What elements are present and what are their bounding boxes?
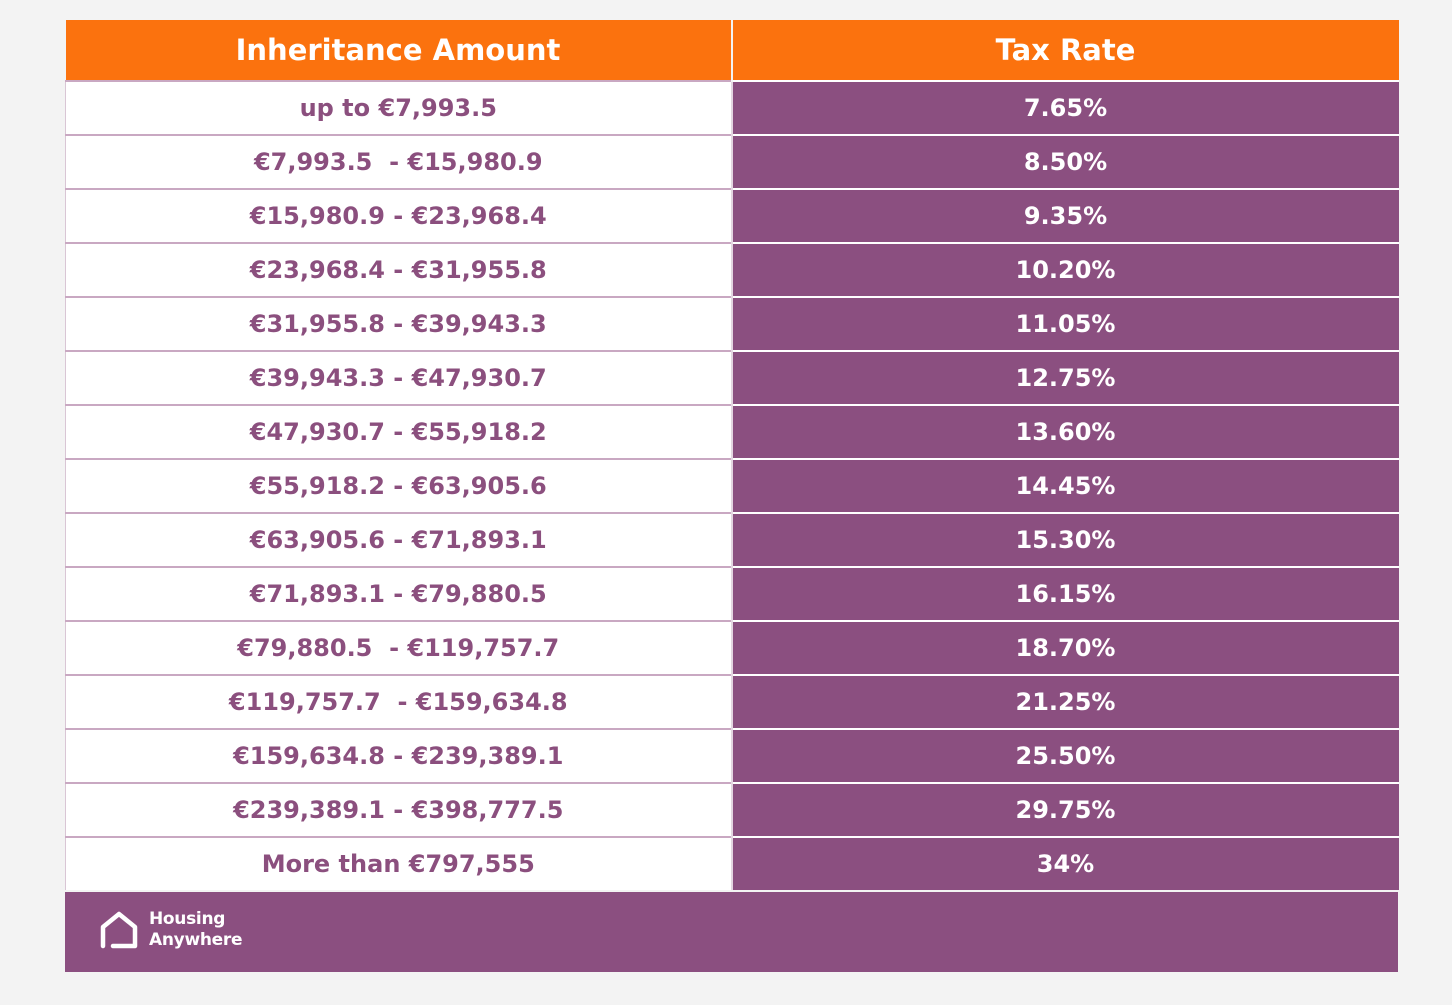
header-tax-rate: Tax Rate — [731, 20, 1399, 81]
inheritance-amount-cell: €119,757.7 - €159,634.8 — [65, 674, 733, 729]
table-row: €39,943.3 - €47,930.7 12.75% — [65, 350, 1399, 405]
inheritance-amount-cell: €239,389.1 - €398,777.5 — [65, 782, 733, 837]
tax-rate-cell: 13.60% — [731, 404, 1399, 459]
table-row: €119,757.7 - €159,634.8 21.25% — [65, 674, 1399, 729]
inheritance-amount-cell: €63,905.6 - €71,893.1 — [65, 512, 733, 567]
inheritance-tax-table: Inheritance Amount Tax Rate up to €7,993… — [65, 20, 1399, 890]
tax-rate-cell: 21.25% — [731, 674, 1399, 729]
tax-rate-cell: 11.05% — [731, 296, 1399, 351]
table-row: €15,980.9 - €23,968.4 9.35% — [65, 188, 1399, 243]
inheritance-amount-cell: up to €7,993.5 — [65, 80, 733, 135]
tax-rate-cell: 8.50% — [731, 134, 1399, 189]
tax-rate-cell: 34% — [731, 836, 1399, 890]
tax-table-container: Inheritance Amount Tax Rate up to €7,993… — [65, 20, 1399, 972]
tax-rate-cell: 10.20% — [731, 242, 1399, 297]
inheritance-amount-cell: €159,634.8 - €239,389.1 — [65, 728, 733, 783]
tax-rate-cell: 18.70% — [731, 620, 1399, 675]
table-header-row: Inheritance Amount Tax Rate — [65, 20, 1399, 81]
header-inheritance-amount: Inheritance Amount — [65, 20, 733, 81]
inheritance-amount-cell: €79,880.5 - €119,757.7 — [65, 620, 733, 675]
inheritance-amount-cell: €15,980.9 - €23,968.4 — [65, 188, 733, 243]
table-row: €239,389.1 - €398,777.5 29.75% — [65, 782, 1399, 837]
tax-rate-cell: 14.45% — [731, 458, 1399, 513]
inheritance-amount-cell: More than €797,555 — [65, 836, 733, 890]
tax-rate-cell: 15.30% — [731, 512, 1399, 567]
table-row: €159,634.8 - €239,389.1 25.50% — [65, 728, 1399, 783]
inheritance-amount-cell: €7,993.5 - €15,980.9 — [65, 134, 733, 189]
inheritance-amount-cell: €55,918.2 - €63,905.6 — [65, 458, 733, 513]
housing-anywhere-logo: Housing Anywhere — [99, 909, 243, 951]
table-row: More than €797,555 34% — [65, 836, 1399, 890]
table-row: €31,955.8 - €39,943.3 11.05% — [65, 296, 1399, 351]
tax-rate-cell: 29.75% — [731, 782, 1399, 837]
logo-line-housing: Housing — [149, 909, 226, 929]
table-row: up to €7,993.5 7.65% — [65, 80, 1399, 135]
inheritance-amount-cell: €71,893.1 - €79,880.5 — [65, 566, 733, 621]
tax-rate-cell: 12.75% — [731, 350, 1399, 405]
tax-rate-cell: 9.35% — [731, 188, 1399, 243]
house-icon — [100, 911, 138, 949]
table-row: €55,918.2 - €63,905.6 14.45% — [65, 458, 1399, 513]
footer-banner: Housing Anywhere — [65, 892, 1398, 972]
table-row: €71,893.1 - €79,880.5 16.15% — [65, 566, 1399, 621]
table-row: €79,880.5 - €119,757.7 18.70% — [65, 620, 1399, 675]
inheritance-amount-cell: €31,955.8 - €39,943.3 — [65, 296, 733, 351]
inheritance-amount-cell: €47,930.7 - €55,918.2 — [65, 404, 733, 459]
logo-line-anywhere: Anywhere — [149, 930, 243, 950]
inheritance-amount-cell: €39,943.3 - €47,930.7 — [65, 350, 733, 405]
table-row: €47,930.7 - €55,918.2 13.60% — [65, 404, 1399, 459]
logo-wordmark: Housing Anywhere — [149, 909, 243, 951]
tax-rate-cell: 7.65% — [731, 80, 1399, 135]
table-row: €7,993.5 - €15,980.9 8.50% — [65, 134, 1399, 189]
tax-rate-cell: 16.15% — [731, 566, 1399, 621]
table-row: €23,968.4 - €31,955.8 10.20% — [65, 242, 1399, 297]
tax-rate-cell: 25.50% — [731, 728, 1399, 783]
inheritance-amount-cell: €23,968.4 - €31,955.8 — [65, 242, 733, 297]
table-row: €63,905.6 - €71,893.1 15.30% — [65, 512, 1399, 567]
